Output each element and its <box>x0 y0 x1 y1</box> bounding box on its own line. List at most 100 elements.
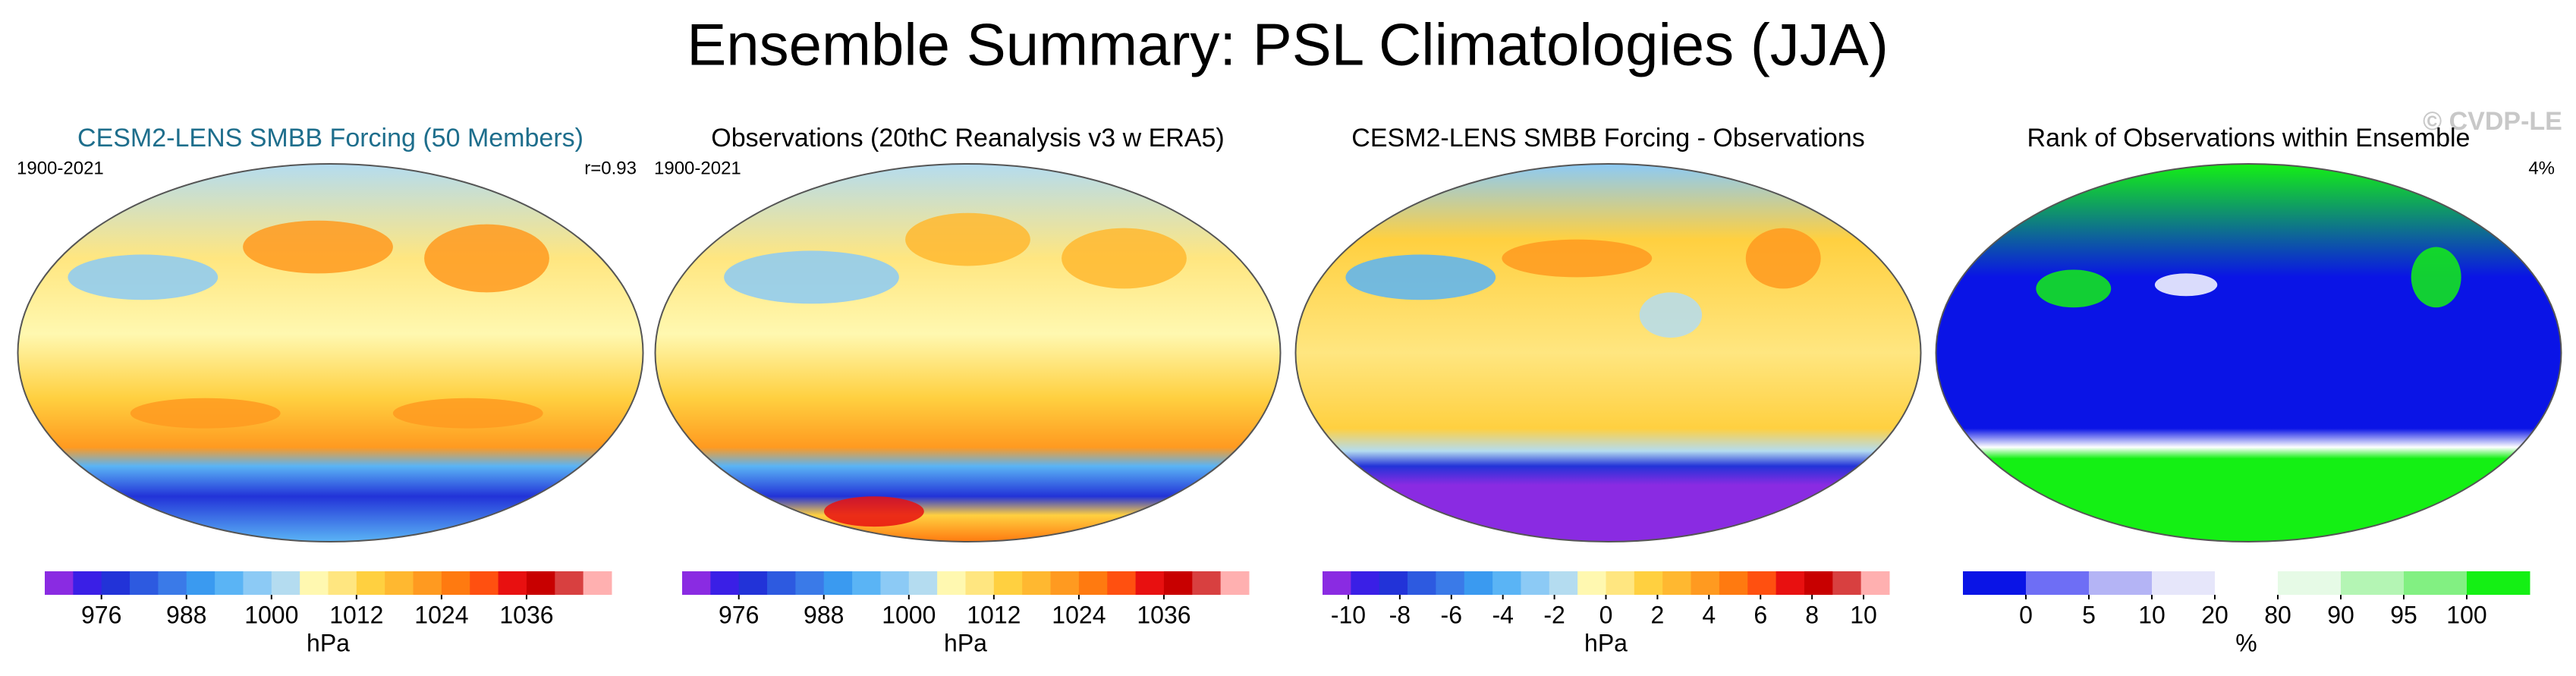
map-feature <box>2154 273 2218 297</box>
map <box>1936 164 2562 542</box>
colorbar-box <box>158 571 187 595</box>
colorbar-tick-label: 10 <box>1850 601 1877 628</box>
colorbar-box <box>2467 571 2530 595</box>
map-feature <box>2036 269 2112 308</box>
map-feature <box>68 254 219 300</box>
colorbar-box <box>2089 571 2153 595</box>
map-feature <box>1345 254 1496 300</box>
colorbar-box <box>1107 571 1137 595</box>
colorbar-box <box>1860 571 1890 595</box>
map-outline <box>1294 163 1922 542</box>
colorbar-box <box>1464 571 1493 595</box>
colorbar-tick-label: 20 <box>2201 601 2228 628</box>
colorbar-box <box>1804 571 1833 595</box>
colorbar-box <box>328 571 357 595</box>
map-outline <box>654 163 1282 542</box>
colorbar-box <box>1832 571 1862 595</box>
map-feature <box>1745 228 1821 289</box>
colorbar-box <box>993 571 1023 595</box>
figure-title: Ensemble Summary: PSL Climatologies (JJA… <box>687 11 1889 78</box>
colorbar-box <box>767 571 796 595</box>
colorbar-box <box>1747 571 1777 595</box>
colorbar-box <box>526 571 555 595</box>
colorbar-box <box>1323 571 1351 595</box>
colorbar-box <box>470 571 499 595</box>
colorbar-tick-label: 988 <box>804 601 844 628</box>
colorbar-tick-label: 1024 <box>1052 601 1106 628</box>
colorbar-box <box>1549 571 1578 595</box>
colorbar-box <box>880 571 910 595</box>
colorbar-box <box>1379 571 1408 595</box>
map-feature <box>392 398 543 429</box>
colorbar-tick-label: 5 <box>2082 601 2096 628</box>
colorbar-box <box>1192 571 1222 595</box>
colorbar-tick-label: 1036 <box>499 601 553 628</box>
colorbar-tick-label: 1012 <box>329 601 383 628</box>
colorbar-label: hPa <box>307 629 350 656</box>
colorbar-box <box>130 571 159 595</box>
colorbar-tick-label: 2 <box>1651 601 1665 628</box>
colorbar-tick-label: 0 <box>1599 601 1613 628</box>
colorbar-box <box>413 571 442 595</box>
colorbar-tick-label: 0 <box>2019 601 2033 628</box>
colorbar-box <box>795 571 825 595</box>
colorbar-box <box>823 571 853 595</box>
colorbar-box <box>1492 571 1521 595</box>
colorbar-tick-label: -4 <box>1492 601 1513 628</box>
map-outline <box>17 163 644 542</box>
map-feature <box>1639 292 1703 338</box>
colorbar-box <box>1606 571 1635 595</box>
colorbar-tick-label: 1024 <box>414 601 468 628</box>
colorbar-tick-label: 6 <box>1754 601 1767 628</box>
colorbar-box <box>101 571 131 595</box>
colorbar-box <box>555 571 584 595</box>
colorbar-tick-label: 4 <box>1702 601 1716 628</box>
colorbar-box <box>1135 571 1165 595</box>
colorbar-label: % <box>2235 629 2257 656</box>
map-feature <box>724 250 899 304</box>
colorbar-box <box>1351 571 1380 595</box>
colorbar-tick-label: 1000 <box>882 601 936 628</box>
colorbar-box <box>300 571 329 595</box>
map-field <box>17 164 643 542</box>
colorbar-tick-label: 1036 <box>1137 601 1190 628</box>
map <box>17 164 643 542</box>
colorbar-box <box>2341 571 2405 595</box>
colorbar-box <box>186 571 215 595</box>
map-feature <box>1502 239 1653 278</box>
colorbar-box <box>1220 571 1250 595</box>
colorbar-box <box>908 571 938 595</box>
colorbar-label: hPa <box>944 629 987 656</box>
colorbar-box <box>1662 571 1692 595</box>
colorbar-box <box>1436 571 1465 595</box>
colorbar-box <box>1719 571 1748 595</box>
stat-note: 4% <box>2528 158 2555 178</box>
colorbar-box <box>356 571 385 595</box>
colorbar-tick-label: 90 <box>2327 601 2354 628</box>
period-note: 1900-2021 <box>17 158 104 178</box>
map-field <box>1295 164 1921 542</box>
colorbar-tick-label: -6 <box>1441 601 1462 628</box>
panel-title: Observations (20thC Reanalysis v3 w ERA5… <box>711 124 1225 152</box>
colorbar-tick-label: 1000 <box>244 601 298 628</box>
map-feature <box>130 398 281 429</box>
stat-note: r=0.93 <box>584 158 637 178</box>
colorbar-box <box>682 571 711 595</box>
map-feature <box>243 220 393 274</box>
colorbar-tick-label: 988 <box>166 601 206 628</box>
panel-title: CESM2-LENS SMBB Forcing (50 Members) <box>77 124 583 152</box>
colorbar-box <box>937 571 966 595</box>
colorbar-box <box>2026 571 2090 595</box>
map <box>655 164 1281 542</box>
colorbar-box <box>1050 571 1080 595</box>
colorbar-box <box>738 571 768 595</box>
colorbar-tick-label: -10 <box>1331 601 1366 628</box>
colorbar-box <box>2278 571 2342 595</box>
colorbar-box <box>385 571 414 595</box>
map-feature <box>2411 247 2461 308</box>
colorbar-box <box>1776 571 1805 595</box>
colorbar-tick-label: -2 <box>1543 601 1565 628</box>
map-feature <box>823 496 924 527</box>
